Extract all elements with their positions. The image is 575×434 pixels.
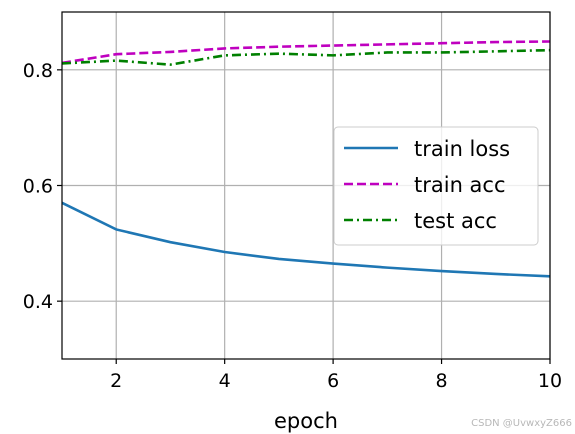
series-line-train-loss [61, 201, 551, 278]
x-tick-label: 6 [327, 370, 339, 392]
legend-label: train loss [414, 137, 510, 161]
y-tick-label: 0.8 [23, 60, 53, 82]
watermark-text: CSDN @UvwxyZ666 [471, 418, 572, 429]
legend: train loss train acc test acc [333, 126, 539, 246]
x-axis-label: epoch [274, 409, 338, 433]
y-tick-label: 0.4 [23, 291, 53, 313]
x-tick-label: 10 [538, 370, 562, 392]
axis-ticks: 2 4 6 8 10 0.4 0.6 0.8 [23, 60, 562, 392]
series-lines [61, 40, 551, 278]
x-tick-label: 2 [110, 370, 122, 392]
legend-label: test acc [414, 209, 497, 233]
x-tick-label: 4 [219, 370, 231, 392]
series-line-test-acc [61, 48, 551, 66]
x-tick-label: 8 [436, 370, 448, 392]
y-tick-label: 0.6 [23, 176, 53, 198]
legend-box [333, 126, 539, 246]
series-line-train-acc [61, 40, 551, 65]
legend-label: train acc [414, 173, 506, 197]
